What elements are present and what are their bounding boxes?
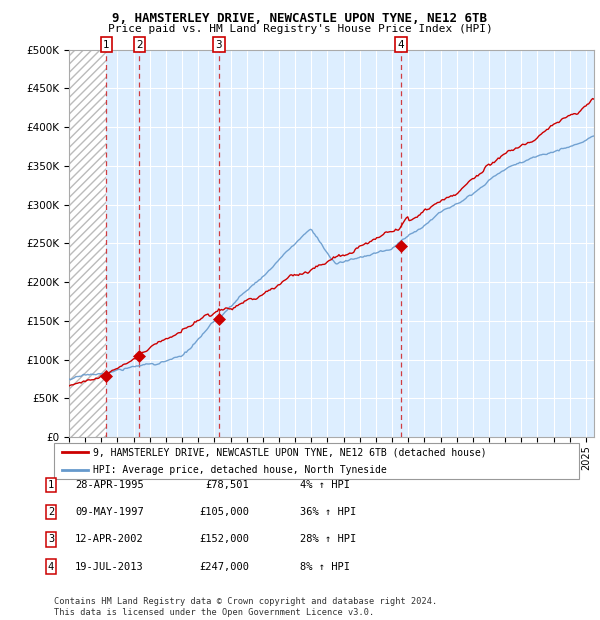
Text: 36% ↑ HPI: 36% ↑ HPI	[300, 507, 356, 517]
Text: 4% ↑ HPI: 4% ↑ HPI	[300, 480, 350, 490]
Text: 19-JUL-2013: 19-JUL-2013	[75, 562, 144, 572]
Text: £247,000: £247,000	[199, 562, 249, 572]
Text: 3: 3	[215, 40, 222, 50]
Text: 2: 2	[136, 40, 143, 50]
Text: 12-APR-2002: 12-APR-2002	[75, 534, 144, 544]
FancyBboxPatch shape	[54, 443, 579, 479]
Bar	[69, 50, 106, 437]
Text: £152,000: £152,000	[199, 534, 249, 544]
Text: 09-MAY-1997: 09-MAY-1997	[75, 507, 144, 517]
Text: 8% ↑ HPI: 8% ↑ HPI	[300, 562, 350, 572]
Text: 9, HAMSTERLEY DRIVE, NEWCASTLE UPON TYNE, NE12 6TB: 9, HAMSTERLEY DRIVE, NEWCASTLE UPON TYNE…	[113, 12, 487, 25]
Text: 28% ↑ HPI: 28% ↑ HPI	[300, 534, 356, 544]
Text: 4: 4	[48, 562, 54, 572]
Text: 1: 1	[103, 40, 110, 50]
Text: £78,501: £78,501	[205, 480, 249, 490]
Text: 28-APR-1995: 28-APR-1995	[75, 480, 144, 490]
Text: 2: 2	[48, 507, 54, 517]
Text: 9, HAMSTERLEY DRIVE, NEWCASTLE UPON TYNE, NE12 6TB (detached house): 9, HAMSTERLEY DRIVE, NEWCASTLE UPON TYNE…	[94, 448, 487, 458]
Text: 1: 1	[48, 480, 54, 490]
Text: HPI: Average price, detached house, North Tyneside: HPI: Average price, detached house, Nort…	[94, 466, 387, 476]
Text: Contains HM Land Registry data © Crown copyright and database right 2024.
This d: Contains HM Land Registry data © Crown c…	[54, 598, 437, 617]
Text: £105,000: £105,000	[199, 507, 249, 517]
Text: 3: 3	[48, 534, 54, 544]
Text: Price paid vs. HM Land Registry's House Price Index (HPI): Price paid vs. HM Land Registry's House …	[107, 24, 493, 33]
Text: 4: 4	[398, 40, 404, 50]
Bar	[69, 50, 106, 437]
